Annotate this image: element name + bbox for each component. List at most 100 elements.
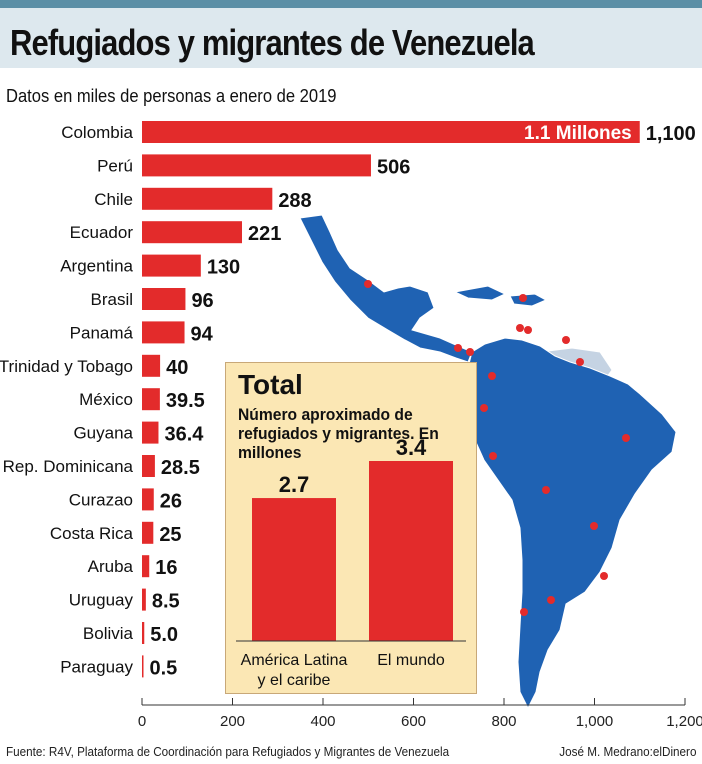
category-label: Bolivia xyxy=(83,624,134,643)
category-label: Colombia xyxy=(61,123,133,142)
page-title: Refugiados y migrantes de Venezuela xyxy=(10,22,535,63)
map-mexico-central-america xyxy=(299,214,473,363)
top-accent-strip xyxy=(0,0,702,8)
map-marker xyxy=(547,596,555,604)
x-tick-label: 600 xyxy=(401,713,426,730)
category-label: Brasil xyxy=(90,290,133,309)
bar xyxy=(142,455,155,477)
category-label: Trinidad y Tobago xyxy=(0,357,133,376)
value-label: 94 xyxy=(191,323,214,345)
map-south-america xyxy=(467,337,677,710)
map-marker xyxy=(488,372,496,380)
chart-subtitle: Datos en miles de personas a enero de 20… xyxy=(6,86,337,106)
value-label: 36.4 xyxy=(164,424,204,446)
x-axis: 0 200 400 600 800 1,000 1,200 xyxy=(138,698,702,730)
total-title: Total xyxy=(238,369,303,400)
value-label: 5.0 xyxy=(150,624,178,646)
x-tick-label: 400 xyxy=(310,713,335,730)
category-label: Costa Rica xyxy=(50,524,134,543)
bar xyxy=(142,121,640,143)
map-marker xyxy=(454,344,462,352)
x-tick-label: 200 xyxy=(220,713,245,730)
bar xyxy=(142,254,201,277)
total-bars: 2.7 América Latina y el caribe 3.4 El mundo xyxy=(236,435,466,689)
value-label: 28.5 xyxy=(161,457,200,479)
map-marker xyxy=(622,434,630,442)
value-label: 25 xyxy=(159,524,181,546)
bar xyxy=(142,622,145,644)
x-tick-label: 1,200 xyxy=(666,713,702,730)
value-label: 221 xyxy=(248,223,281,245)
category-label: Guyana xyxy=(73,424,133,443)
bar xyxy=(142,354,161,377)
map-cuba xyxy=(453,285,507,301)
bar-annotation: 1.1 Millones xyxy=(524,123,632,144)
source-note: Fuente: R4V, Plataforma de Coordinación … xyxy=(6,744,450,759)
total-category-label: El mundo xyxy=(377,652,445,669)
bar xyxy=(142,521,154,544)
value-label: 16 xyxy=(155,557,177,579)
bar xyxy=(142,488,154,511)
total-bar xyxy=(252,498,336,641)
category-label: Ecuador xyxy=(70,223,134,242)
category-label: México xyxy=(79,390,133,409)
value-label: 506 xyxy=(377,156,410,178)
map-marker xyxy=(542,486,550,494)
category-label: Perú xyxy=(97,156,133,175)
map-marker xyxy=(466,348,474,356)
map-marker xyxy=(590,522,598,530)
map-marker xyxy=(516,324,524,332)
map-marker xyxy=(600,572,608,580)
map-marker xyxy=(489,452,497,460)
total-category-label: y el caribe xyxy=(258,672,331,689)
bar xyxy=(142,154,371,177)
value-label: 130 xyxy=(207,257,240,279)
total-bar xyxy=(369,461,453,641)
category-label: Paraguay xyxy=(60,657,133,676)
total-subtitle: Número aproximado de refugiados y migran… xyxy=(238,405,439,462)
total-value-label: 2.7 xyxy=(279,472,310,497)
map-marker xyxy=(524,326,532,334)
x-tick-label: 800 xyxy=(491,713,516,730)
map-marker xyxy=(576,358,584,366)
category-label: Panamá xyxy=(70,323,134,342)
category-label: Curazao xyxy=(69,490,133,509)
map-marker xyxy=(364,280,372,288)
country-bars: Colombia 1,100 Perú 506 Chile 288 Ecuador 221 Ar… xyxy=(0,121,696,679)
value-label: 96 xyxy=(191,290,213,312)
value-label: 8.5 xyxy=(152,591,180,613)
bar xyxy=(142,655,144,678)
map-marker xyxy=(562,336,570,344)
total-value-label: 3.4 xyxy=(396,435,427,460)
category-label: Argentina xyxy=(60,257,133,276)
latin-america-map xyxy=(299,214,677,710)
category-label: Uruguay xyxy=(69,591,134,610)
value-label: 39.5 xyxy=(166,390,205,412)
bar xyxy=(142,588,146,611)
bar xyxy=(142,221,243,244)
map-hispaniola xyxy=(509,293,548,307)
total-panel: Total Número aproximado de refugiados y … xyxy=(225,362,477,694)
value-label: 26 xyxy=(160,490,182,512)
refugees-chart: Colombia 1,100 Perú 506 Chile 288 Ecuador 221 Ar… xyxy=(0,121,702,730)
value-label: 0.5 xyxy=(150,657,178,679)
value-label: 1,100 xyxy=(646,123,696,145)
title-bar: Refugiados y migrantes de Venezuela xyxy=(0,8,702,68)
x-tick-label: 1,000 xyxy=(576,713,614,730)
category-label: Rep. Dominicana xyxy=(3,457,134,476)
total-category-label: América Latina xyxy=(241,652,348,669)
category-label: Aruba xyxy=(88,557,134,576)
map-marker xyxy=(519,294,527,302)
x-tick-label: 0 xyxy=(138,713,146,730)
value-label: 288 xyxy=(278,190,311,212)
author-credit: José M. Medrano:elDinero xyxy=(558,744,696,759)
bar xyxy=(142,388,160,411)
category-label: Chile xyxy=(94,190,133,209)
bar xyxy=(142,288,186,310)
map-marker xyxy=(520,608,528,616)
value-label: 40 xyxy=(166,357,188,379)
bar xyxy=(142,321,185,344)
bar xyxy=(142,421,159,444)
map-marker xyxy=(480,404,488,412)
bar xyxy=(142,187,273,210)
